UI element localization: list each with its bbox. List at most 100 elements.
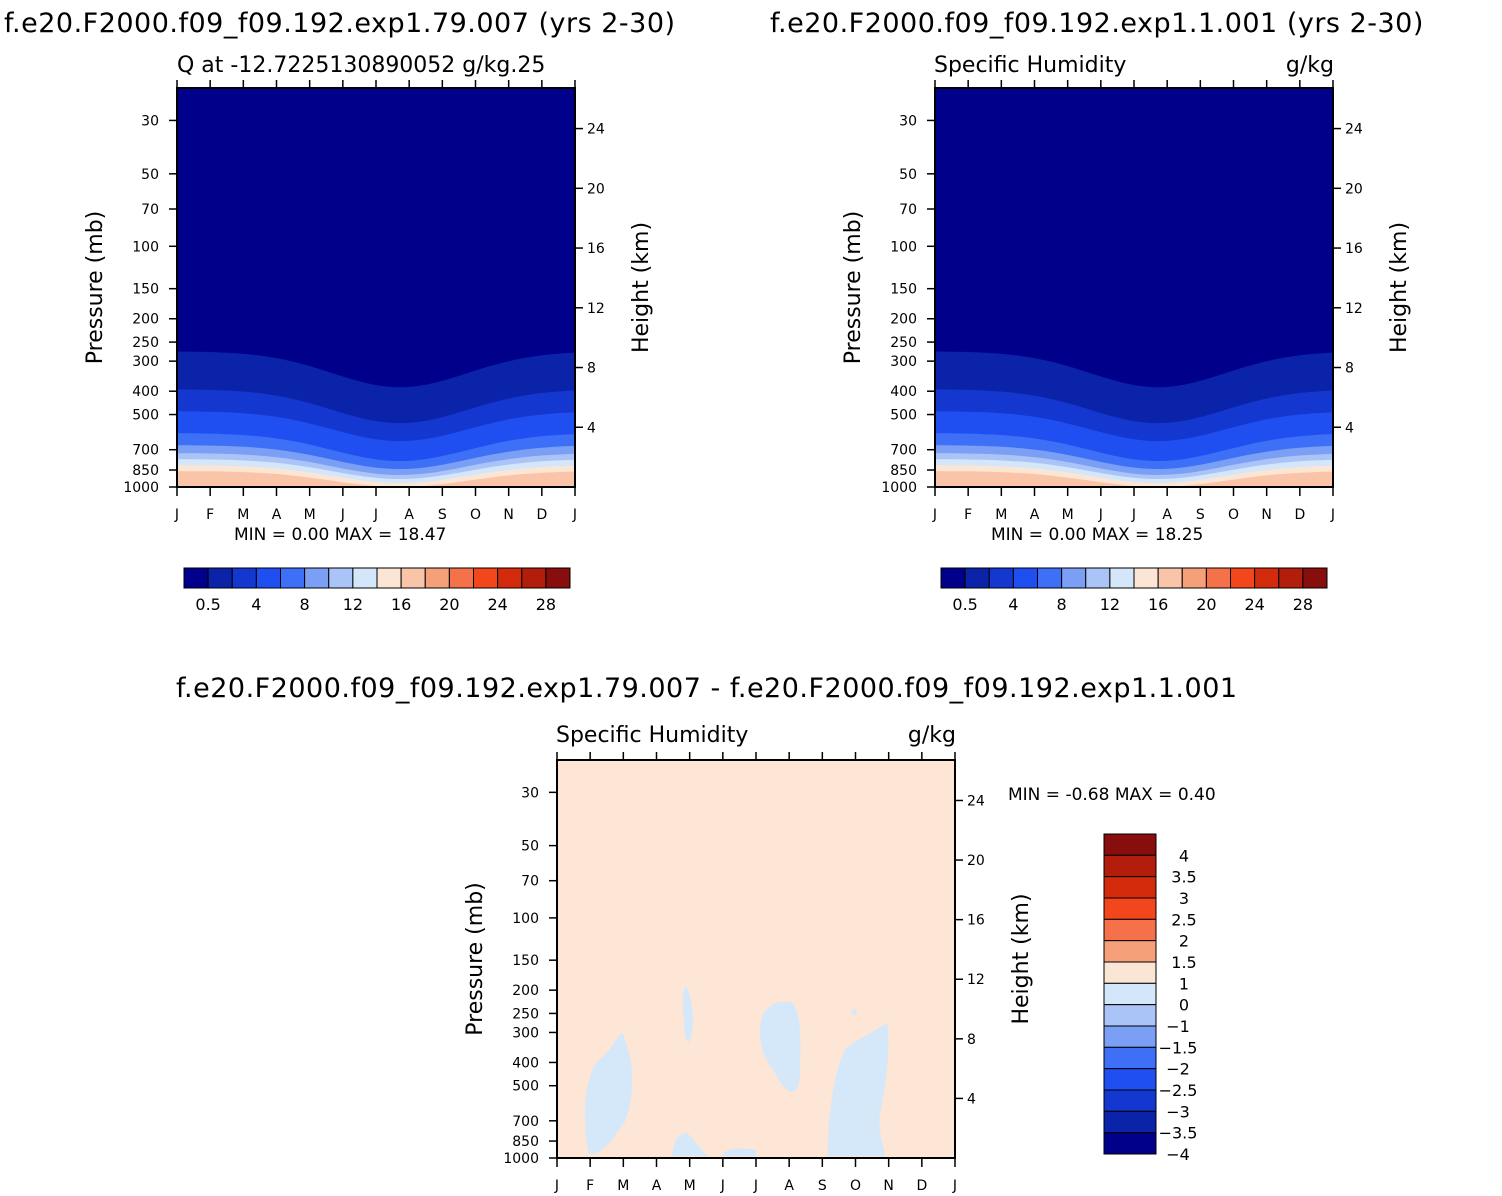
panel1-colorbar-label: 28	[536, 595, 556, 614]
panel2-colorbar-swatch	[1205, 567, 1231, 589]
panel2-y2tick-label: 12	[1345, 301, 1363, 317]
panel3-negative-region	[851, 1008, 858, 1015]
panel2-xtick-label: M	[995, 507, 1007, 523]
panel3-y2tick-label: 4	[967, 1091, 976, 1107]
panel-difference: Specific Humidity g/kg J F M A M J J A S O N D J3050…	[463, 723, 1216, 1194]
panel1-ytick-label: 150	[132, 282, 159, 298]
panel1-colorbar-swatch	[521, 567, 547, 589]
panel1-band-surface	[177, 480, 575, 487]
panel1-contour-field	[177, 88, 575, 487]
panel2-ytick-label: 200	[890, 312, 917, 328]
panel1-y2tick-label: 16	[587, 241, 605, 257]
panel1-ytick-label: 500	[132, 408, 159, 424]
run-title-left: f.e20.F2000.f09_f09.192.exp1.79.007 (yrs…	[4, 8, 676, 39]
panel3-min-max: MIN = -0.68 MAX = 0.40	[1008, 785, 1216, 805]
panel1-ytick-label: 400	[132, 384, 159, 400]
panel1-ytick-label: 100	[132, 239, 159, 255]
panel2-label: Specific Humidity	[934, 53, 1126, 78]
panel3-ytick-label: 50	[521, 839, 539, 855]
panel2-ytick-label: 50	[899, 167, 917, 183]
panel2-colorbar-swatch	[1302, 567, 1328, 589]
panel2-colorbar-label: 20	[1196, 595, 1216, 614]
panel1-ytick-label: 50	[141, 167, 159, 183]
panel2-axes: J F M A M J J A S O N D J 30 50 70 100 150 200 250 300 400 500…	[841, 80, 1412, 523]
panel1-colorbar-swatch	[473, 567, 499, 589]
panel2-colorbar-swatch	[988, 567, 1014, 589]
panel1-colorbar-swatch	[280, 567, 306, 589]
panel3-colorbar-swatch	[1103, 876, 1157, 899]
panel1-colorbar-swatch	[376, 567, 402, 589]
panel3-xtick-label: J	[720, 1178, 725, 1194]
panel2-colorbar-label: 0.5	[952, 595, 977, 614]
panel3-colorbar-label: −4	[1166, 1145, 1190, 1164]
panel1-colorbar-swatch	[183, 567, 209, 589]
panel2-colorbar-label: 28	[1293, 595, 1313, 614]
panel3-ytick-label: 200	[512, 983, 539, 999]
panel2-colorbar-swatch	[1061, 567, 1087, 589]
panel3-colorbar-label: −3.5	[1159, 1124, 1198, 1143]
panel1-xtick-label: A	[404, 507, 414, 523]
panel1-y2tick-label: 20	[587, 181, 605, 197]
diff-title: f.e20.F2000.f09_f09.192.exp1.79.007 - f.…	[176, 673, 1238, 704]
panel2-xtick-label: S	[1196, 507, 1205, 523]
panel2-ytick-label: 700	[890, 443, 917, 459]
panel3-label: Specific Humidity	[556, 723, 748, 748]
panel3-ytick-label: 300	[512, 1025, 539, 1041]
panel2-colorbar-label: 24	[1244, 595, 1264, 614]
panel2-ytick-label: 30	[899, 113, 917, 129]
panel2-colorbar-swatch	[964, 567, 990, 589]
panel2-xtick-label: O	[1228, 507, 1239, 523]
panel3-colorbar-swatch	[1103, 1046, 1157, 1070]
panel3-xtick-label: O	[850, 1178, 861, 1194]
panel3-xtick-label: J	[952, 1178, 957, 1194]
panel2-min-max: MIN = 0.00 MAX = 18.25	[991, 525, 1203, 545]
panel3-xtick-label: J	[554, 1178, 559, 1194]
panel3-y2tick-label: 24	[967, 793, 985, 809]
panel2-colorbar-swatch	[1157, 567, 1183, 589]
panel3-negative-region	[682, 987, 693, 1043]
panel1-min-max: MIN = 0.00 MAX = 18.47	[234, 525, 446, 545]
panel2-ytick-label: 150	[890, 282, 917, 298]
panel2-colorbar-label: 4	[1008, 595, 1018, 614]
panel1-colorbar-swatch	[328, 567, 354, 589]
panel2-colorbar-swatch	[1254, 567, 1280, 589]
panel3-y2label: Height (km)	[1009, 893, 1034, 1024]
panel1-xtick-label: J	[340, 507, 345, 523]
panel3-colorbar-swatch	[1103, 982, 1157, 1006]
panel1-xtick-label: D	[536, 507, 547, 523]
panel3-y2tick-label: 12	[967, 972, 985, 988]
panel3-xtick-label: F	[586, 1178, 594, 1194]
panel1-label: Q at -12.7225130890052 g/kg.25	[177, 53, 545, 78]
panel3-colorbar-label: 4	[1179, 846, 1189, 865]
panel3-colorbar-swatch	[1103, 1025, 1157, 1048]
panel2-band-surface	[935, 480, 1333, 487]
panel1-xtick-label: J	[572, 507, 577, 523]
panel3-negative-region	[584, 1033, 633, 1155]
panel3-xtick-label: J	[753, 1178, 758, 1194]
panel3-colorbar-swatch	[1103, 1089, 1157, 1112]
panel3-colorbar-swatch	[1103, 1068, 1157, 1091]
panel-top-right: Specific Humidity g/kg J F M A M J J A S O N D J 30 50…	[841, 53, 1412, 614]
panel3-ytick-label: 30	[521, 785, 539, 801]
panel3-negative-region	[827, 1022, 889, 1157]
panel2-y2label: Height (km)	[1387, 222, 1412, 353]
panel1-colorbar-swatch	[400, 567, 426, 589]
panel2-xtick-label: D	[1294, 507, 1305, 523]
panel2-colorbar-label: 16	[1148, 595, 1168, 614]
panel2-contour-field	[935, 88, 1333, 487]
panel1-y2tick-label: 4	[587, 420, 596, 436]
panel2-colorbar-swatch	[1012, 567, 1038, 589]
panel1-y2tick-label: 8	[587, 361, 596, 377]
panel3-colorbar-label: 1	[1179, 974, 1189, 993]
panel3-colorbar-swatch	[1103, 854, 1157, 878]
panel3-xtick-label: A	[652, 1178, 662, 1194]
panel3-colorbar-label: 3	[1179, 889, 1189, 908]
panel3-colorbar-label: 1.5	[1171, 953, 1196, 972]
panel1-colorbar-label: 8	[300, 595, 310, 614]
panel1-ytick-label: 200	[132, 312, 159, 328]
panel2-colorbar-swatch	[940, 567, 966, 589]
panel3-ytick-label: 1000	[503, 1151, 539, 1167]
panel2-y2tick-label: 24	[1345, 122, 1363, 138]
panel3-colorbar-label: 2.5	[1171, 910, 1196, 929]
panel3-colorbar-label: −1.5	[1159, 1038, 1198, 1057]
